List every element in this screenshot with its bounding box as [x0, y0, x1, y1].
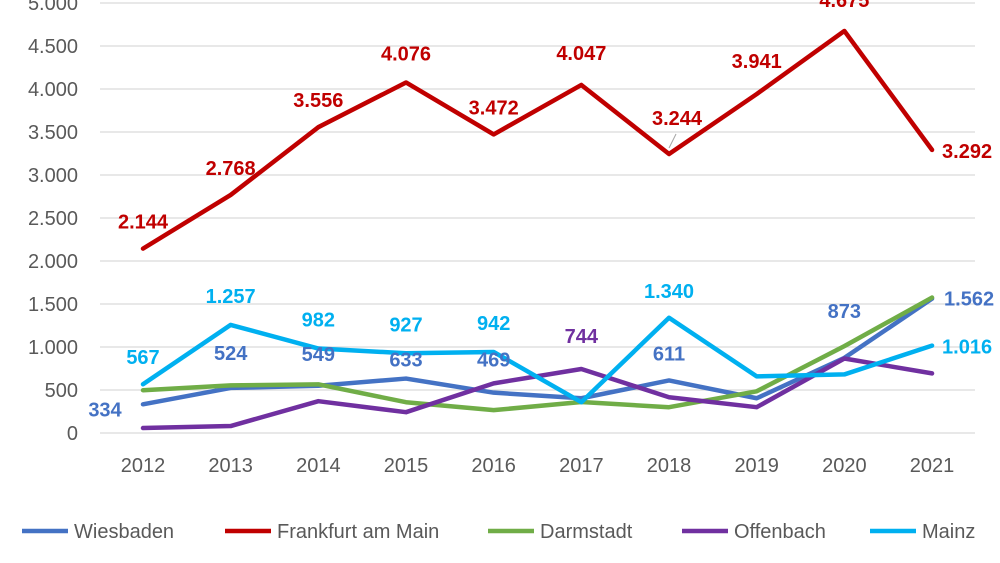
y-tick-label: 3.000 [28, 165, 78, 187]
data-label-frankfurt-am-main: 3.292 [942, 141, 992, 163]
x-tick-label: 2012 [121, 455, 166, 477]
data-label-wiesbaden: 633 [389, 350, 422, 372]
data-label-wiesbaden: 549 [302, 344, 335, 366]
legend-label-mainz: Mainz [922, 521, 975, 543]
y-tick-label: 5.000 [28, 0, 78, 15]
data-label-frankfurt-am-main: 3.244 [652, 108, 703, 130]
x-tick-label: 2015 [384, 455, 429, 477]
x-tick-label: 2013 [208, 455, 253, 477]
data-label-frankfurt-am-main: 4.076 [381, 43, 431, 65]
series-line-wiesbaden [140, 296, 935, 407]
x-tick-label: 2020 [822, 455, 867, 477]
series-line-frankfurt-am-main [140, 28, 935, 251]
x-tick-label: 2014 [296, 455, 341, 477]
y-tick-label: 3.500 [28, 122, 78, 144]
y-tick-label: 2.500 [28, 208, 78, 230]
data-label-mainz: 1.257 [206, 286, 256, 308]
data-label-mainz: 1.016 [942, 337, 992, 359]
x-tick-label: 2017 [559, 455, 604, 477]
y-tick-label: 4.500 [28, 36, 78, 58]
data-label-wiesbaden: 873 [828, 301, 861, 323]
y-tick-label: 500 [45, 380, 78, 402]
data-label-frankfurt-am-main: 2.768 [206, 158, 256, 180]
legend-label-wiesbaden: Wiesbaden [74, 521, 174, 543]
x-tick-label: 2021 [910, 455, 955, 477]
data-label-mainz: 927 [389, 314, 422, 336]
y-tick-label: 2.000 [28, 251, 78, 273]
y-tick-label: 0 [67, 423, 78, 445]
data-label-mainz: 567 [126, 347, 159, 369]
leader-line [668, 133, 677, 149]
y-tick-label: 1.500 [28, 294, 78, 316]
data-label-frankfurt-am-main: 2.144 [118, 212, 169, 234]
series-line-mainz [140, 315, 935, 405]
data-label-wiesbaden: 524 [214, 343, 248, 365]
data-label-wiesbaden: 611 [653, 343, 685, 365]
x-tick-label: 2019 [734, 455, 779, 477]
data-label-frankfurt-am-main: 4.675 [819, 0, 869, 12]
data-label-frankfurt-am-main: 4.047 [556, 43, 606, 65]
data-label-wiesbaden: 469 [477, 350, 510, 372]
series-line-darmstadt [140, 295, 935, 413]
y-tick-label: 1.000 [28, 337, 78, 359]
data-label-mainz: 982 [302, 310, 335, 332]
legend-label-offenbach: Offenbach [734, 521, 826, 543]
data-label-frankfurt-am-main: 3.556 [293, 90, 343, 112]
data-label-wiesbaden: 1.562 [944, 289, 994, 311]
y-tick-label: 4.000 [28, 79, 78, 101]
data-label-frankfurt-am-main: 3.472 [469, 97, 519, 119]
x-tick-label: 2016 [471, 455, 516, 477]
data-label-wiesbaden: 334 [88, 399, 122, 421]
data-label-mainz: 1.340 [644, 281, 694, 303]
legend-label-frankfurt-am-main: Frankfurt am Main [277, 521, 439, 543]
data-label-offenbach: 744 [565, 326, 599, 348]
legend-label-darmstadt: Darmstadt [540, 521, 633, 543]
data-label-mainz: 942 [477, 313, 510, 335]
x-tick-label: 2018 [647, 455, 692, 477]
data-label-frankfurt-am-main: 3.941 [732, 51, 782, 73]
